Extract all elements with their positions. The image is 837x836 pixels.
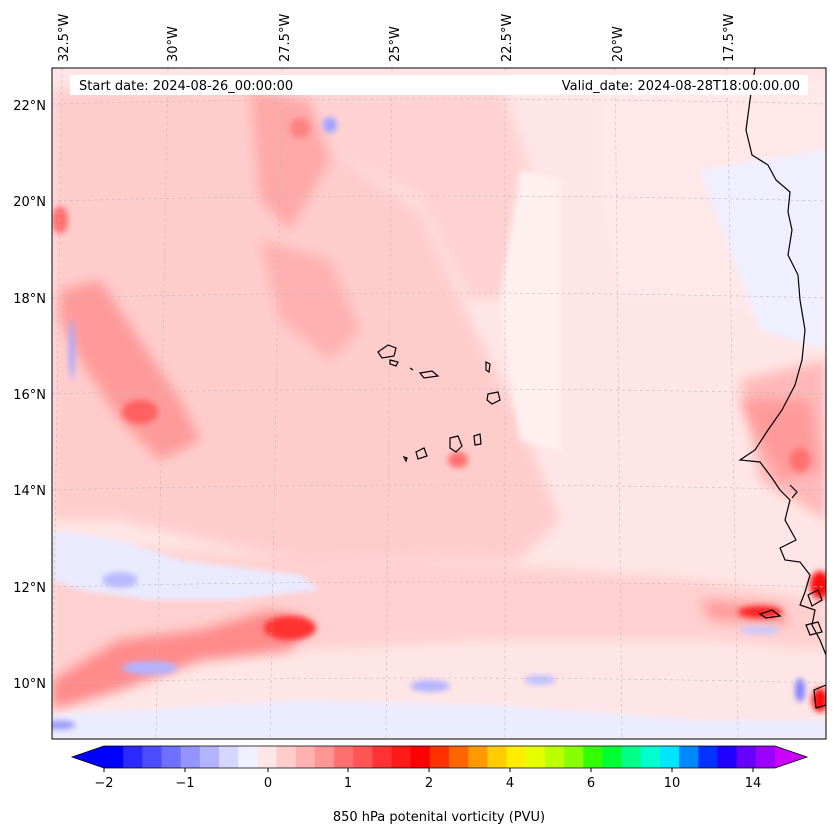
- valid-date-label: Valid_date: 2024-08-28T18:00:00.00: [562, 79, 800, 94]
- colorbar-segment: [544, 746, 565, 768]
- colorbar-segment: [429, 746, 450, 768]
- lat-label-12n: 12°N: [13, 581, 46, 596]
- lat-label-16n: 16°N: [13, 388, 46, 403]
- colorbar-extend-high: [775, 746, 807, 768]
- colorbar-tick-label: 14: [745, 776, 762, 791]
- map-frame: [51, 67, 827, 740]
- colorbar-segment: [123, 746, 143, 768]
- longitude-labels: 32.5°W 30°W 27.5°W 25°W 22.5°W 20°W 17.5…: [57, 14, 737, 62]
- colorbar-segment: [640, 746, 661, 768]
- colorbar-segment: [142, 746, 163, 768]
- colorbar: −2 −1 0 1 2 4 6 10 14 850 hPa potenital …: [70, 745, 809, 825]
- colorbar-segment: [621, 746, 642, 768]
- lon-label-22.5w: 22.5°W: [500, 14, 515, 62]
- start-date-label: Start date: 2024-08-26_00:00:00: [79, 79, 293, 94]
- colorbar-segment: [314, 746, 335, 768]
- lon-label-17.5w: 17.5°W: [722, 14, 737, 62]
- colorbar-segment: [602, 746, 623, 768]
- colorbar-segment: [564, 746, 584, 768]
- colorbar-segment: [487, 746, 508, 768]
- colorbar-segment: [295, 746, 316, 768]
- graticule: [52, 68, 826, 739]
- colorbar-segment: [219, 746, 239, 768]
- latitude-labels: 22°N 20°N 18°N 16°N 14°N 12°N 10°N: [13, 99, 46, 692]
- colorbar-tick-label: 4: [506, 776, 514, 791]
- colorbar-extend-low: [72, 746, 104, 768]
- santo-antao-island: [377, 344, 397, 359]
- colorbar-tick-label: 0: [264, 776, 272, 791]
- colorbar-segment: [276, 746, 297, 768]
- colorbar-segment: [736, 746, 757, 768]
- colorbar-segment: [353, 746, 373, 768]
- colorbar-segment: [257, 746, 278, 768]
- lat-label-18n: 18°N: [13, 292, 46, 307]
- colorbar-segment: [525, 746, 546, 768]
- colorbar-segment: [391, 746, 412, 768]
- colorbar-segment: [180, 746, 201, 768]
- colorbar-segment: [104, 746, 124, 768]
- lat-label-14n: 14°N: [13, 484, 46, 499]
- lon-label-30w: 30°W: [166, 26, 181, 62]
- africa-coastline: [738, 68, 826, 656]
- colorbar-segment: [449, 746, 469, 768]
- colorbar-segment: [199, 746, 220, 768]
- colorbar-segment: [679, 746, 699, 768]
- colorbar-tick-label: 10: [664, 776, 681, 791]
- pv-negative-patches: [52, 80, 826, 739]
- colorbar-tick-label: 6: [587, 776, 595, 791]
- lon-label-25w: 25°W: [388, 26, 403, 62]
- colorbar-segment: [372, 746, 393, 768]
- colorbar-segment: [334, 746, 354, 768]
- lat-label-22n: 22°N: [13, 99, 46, 114]
- coastlines: [377, 68, 826, 709]
- colorbar-segment: [161, 746, 182, 768]
- lat-label-10n: 10°N: [13, 677, 46, 692]
- colorbar-ticks: −2 −1 0 1 2 4 6 10 14: [94, 768, 761, 791]
- lon-label-20w: 20°W: [611, 26, 626, 62]
- colorbar-segment: [238, 746, 258, 768]
- date-annotation-box: [70, 75, 808, 95]
- colorbar-tick-label: −2: [94, 776, 113, 791]
- pv-field-shading: [52, 80, 826, 739]
- map-panel: Start date: 2024-08-26_00:00:00 Valid_da…: [51, 67, 827, 740]
- lon-label-27.5w: 27.5°W: [278, 14, 293, 62]
- lon-label-32.5w: 32.5°W: [57, 14, 72, 62]
- colorbar-label: 850 hPa potenital vorticity (PVU): [333, 810, 545, 825]
- colorbar-segment: [506, 746, 527, 768]
- colorbar-segment: [755, 746, 776, 768]
- colorbar-tick-label: 1: [344, 776, 352, 791]
- colorbar-segment: [583, 746, 603, 768]
- colorbar-segment: [698, 746, 718, 768]
- colorbar-segment: [659, 746, 680, 768]
- colorbar-segment: [410, 746, 431, 768]
- colorbar-segment: [468, 746, 488, 768]
- lat-label-20n: 20°N: [13, 195, 46, 210]
- colorbar-segments: [104, 746, 776, 768]
- colorbar-tick-label: −1: [175, 776, 194, 791]
- colorbar-tick-label: 2: [425, 776, 433, 791]
- colorbar-segment: [717, 746, 738, 768]
